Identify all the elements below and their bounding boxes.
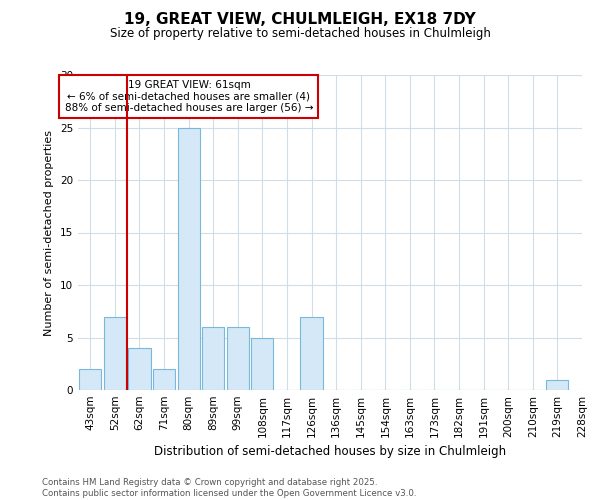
Bar [79, 369, 101, 390]
X-axis label: Distribution of semi-detached houses by size in Chulmleigh: Distribution of semi-detached houses by … [154, 446, 506, 458]
Bar [547, 380, 568, 390]
Bar [178, 128, 200, 390]
Bar [227, 327, 249, 390]
Y-axis label: Number of semi-detached properties: Number of semi-detached properties [44, 130, 55, 336]
Text: Contains HM Land Registry data © Crown copyright and database right 2025.
Contai: Contains HM Land Registry data © Crown c… [42, 478, 416, 498]
Text: Size of property relative to semi-detached houses in Chulmleigh: Size of property relative to semi-detach… [110, 28, 490, 40]
Bar [202, 327, 224, 390]
Bar [301, 316, 323, 390]
Text: 19, GREAT VIEW, CHULMLEIGH, EX18 7DY: 19, GREAT VIEW, CHULMLEIGH, EX18 7DY [124, 12, 476, 28]
Text: 19 GREAT VIEW: 61sqm
← 6% of semi-detached houses are smaller (4)
88% of semi-de: 19 GREAT VIEW: 61sqm ← 6% of semi-detach… [65, 80, 313, 113]
Bar [251, 338, 274, 390]
Bar [104, 316, 126, 390]
Bar [153, 369, 175, 390]
Bar [128, 348, 151, 390]
